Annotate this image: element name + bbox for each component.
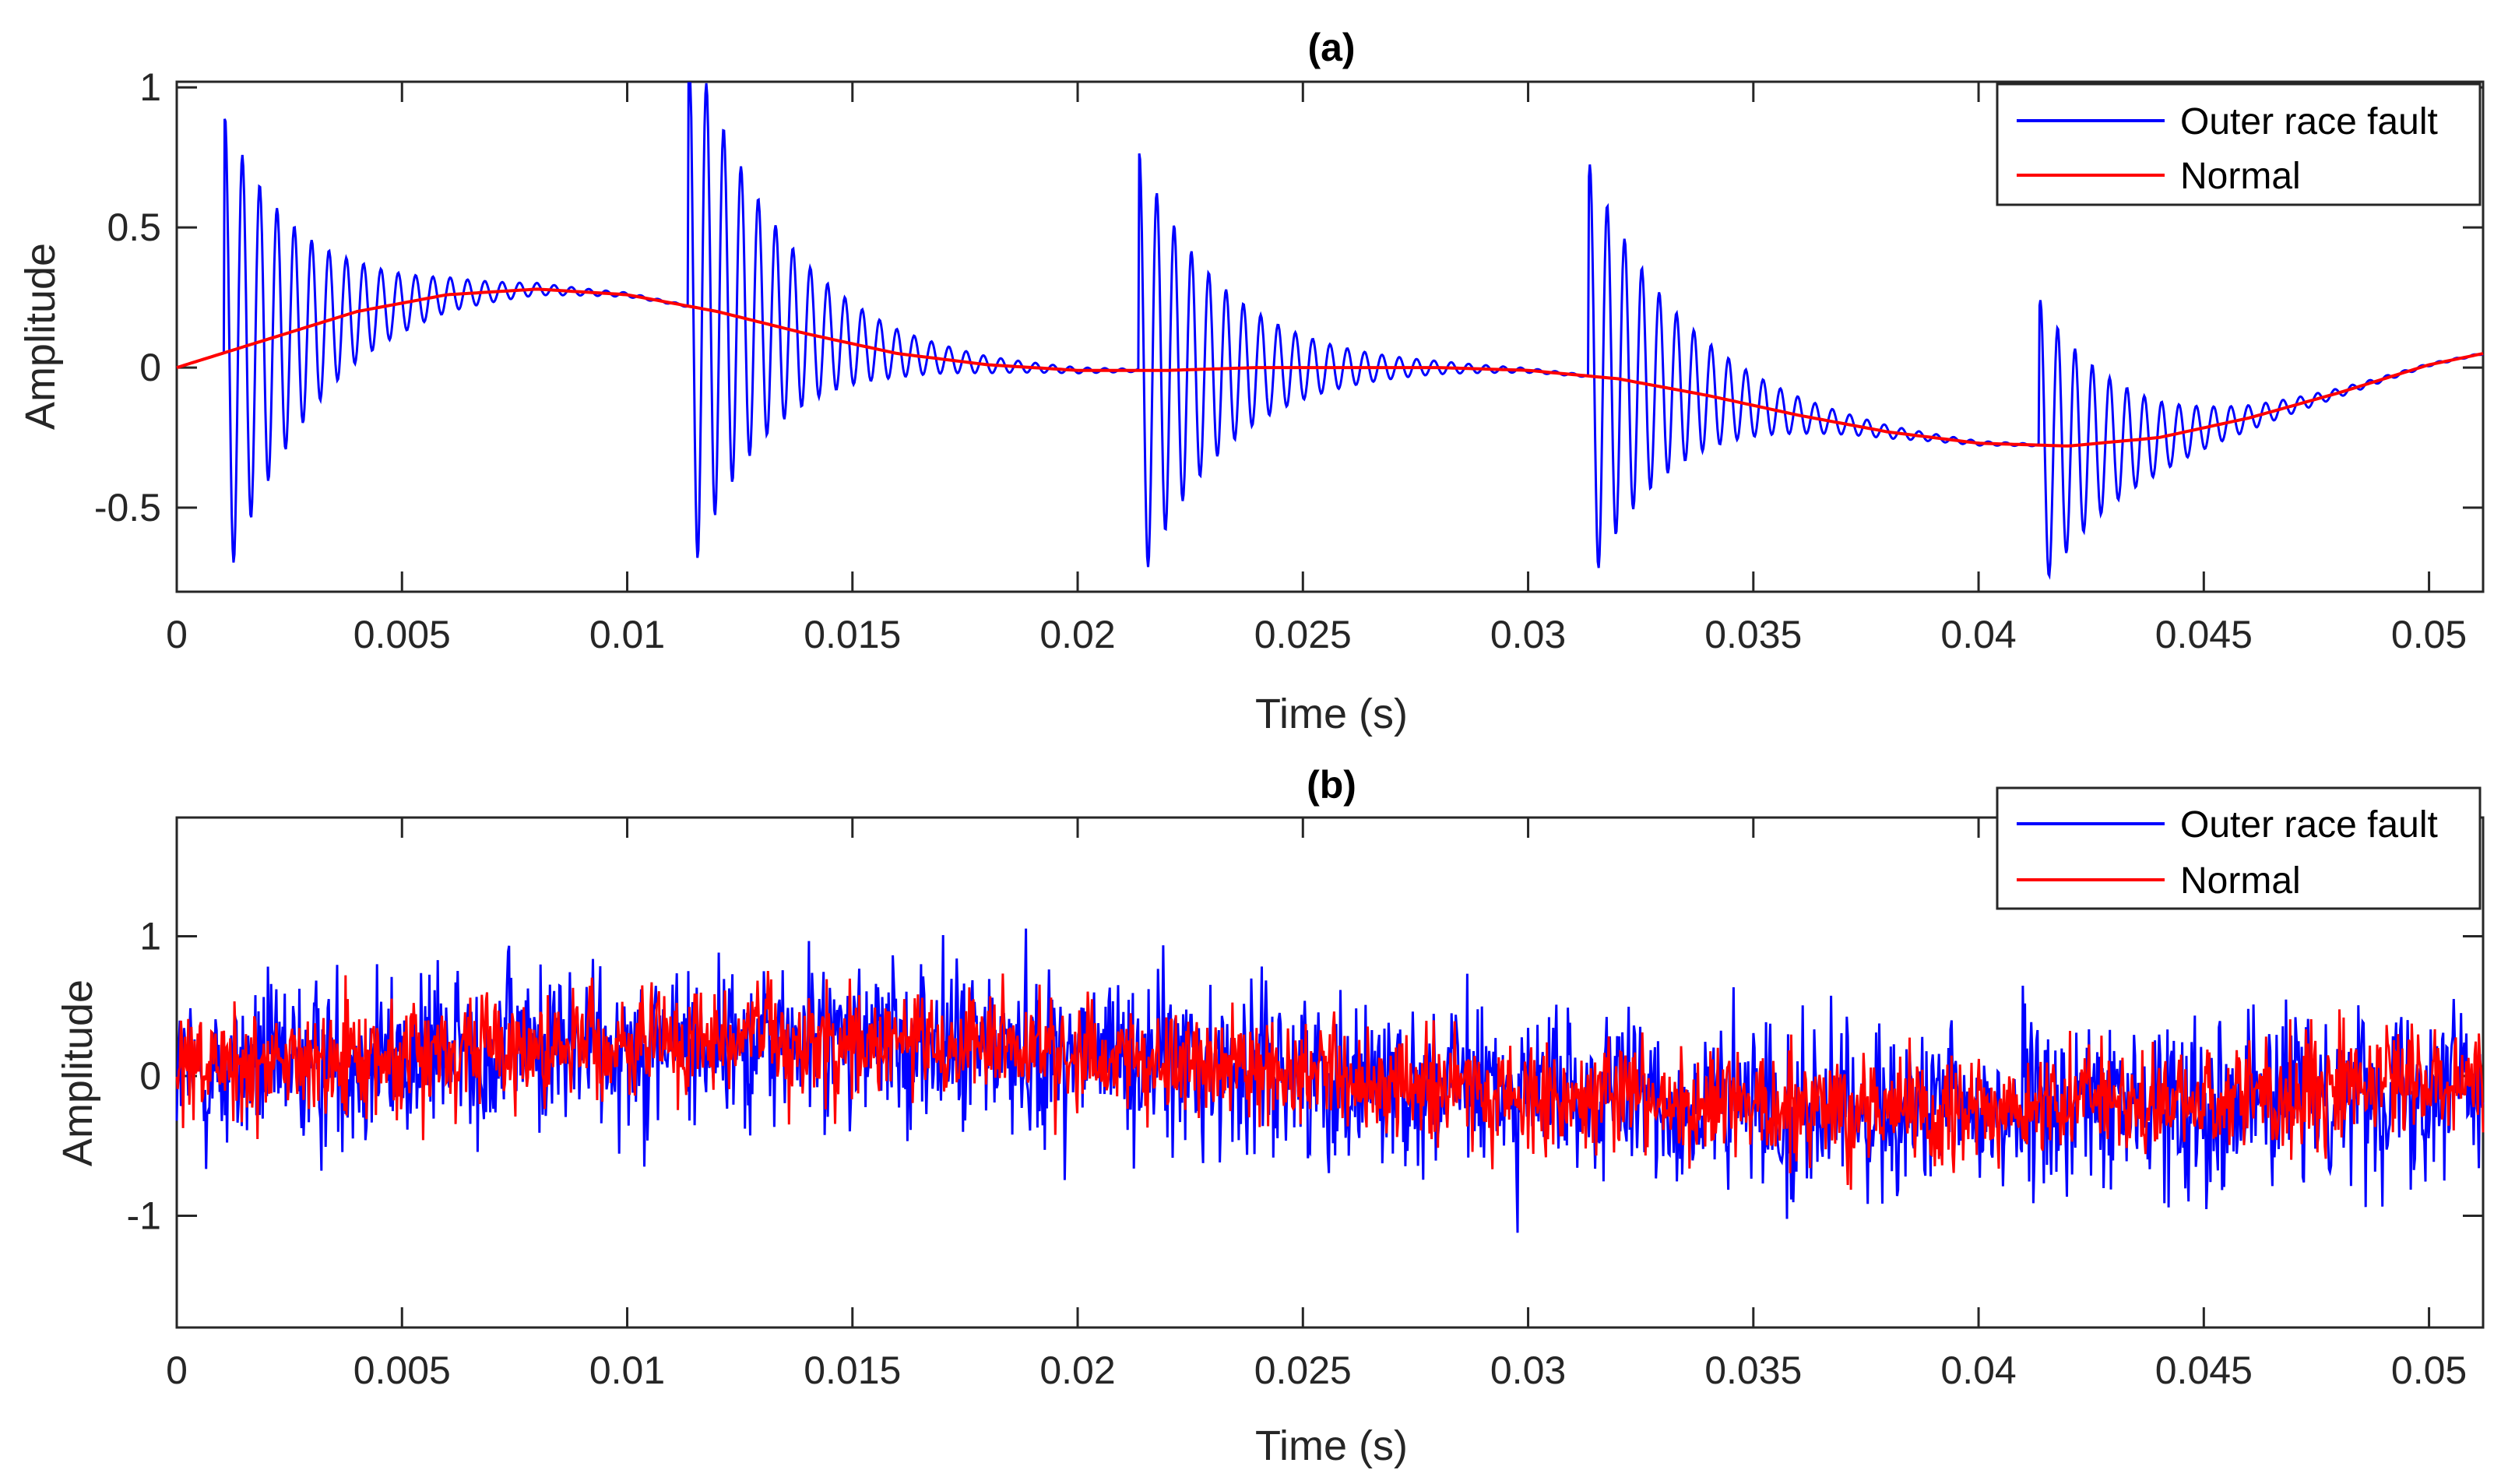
x-tick-label: 0.025 — [1254, 613, 1352, 656]
panel-a-legend: Outer race fault Normal — [1996, 83, 2482, 206]
x-tick-label: 0.035 — [1704, 1349, 1802, 1392]
y-tick-label: 1 — [139, 915, 161, 958]
panel-a-x-ticks: 0 0.005 0.01 0.015 0.02 0.025 0.03 0.035 0.04 0.0… — [166, 82, 2467, 656]
x-tick-label: 0.04 — [1940, 1349, 2016, 1392]
x-tick-label: 0.01 — [589, 613, 665, 656]
x-tick-label: 0.045 — [2155, 613, 2253, 656]
x-tick-label: 0.015 — [804, 613, 901, 656]
panel-b-legend-box — [1996, 786, 2482, 910]
panel-b-legend-label-fault: Outer race fault — [2180, 804, 2438, 846]
y-tick-label: 0 — [139, 346, 161, 389]
panel-a-legend-box — [1996, 83, 2482, 206]
x-tick-label: 0.01 — [589, 1349, 665, 1392]
x-tick-label: 0 — [166, 613, 188, 656]
x-tick-label: 0.045 — [2155, 1349, 2253, 1392]
panel-b-legend-label-normal: Normal — [2180, 860, 2301, 902]
x-tick-label: 0.015 — [804, 1349, 901, 1392]
y-tick-label: 0 — [139, 1054, 161, 1098]
panel-b-x-axis-label: Time (s) — [1255, 1422, 1408, 1469]
panel-b-legend: Outer race fault Normal — [1996, 786, 2482, 910]
panel-b-title: (b) — [1307, 763, 1356, 807]
x-tick-label: 0.05 — [2391, 1349, 2467, 1392]
x-tick-label: 0.02 — [1039, 613, 1115, 656]
panel-b-y-ticks: -1 0 1 — [127, 915, 2483, 1237]
x-tick-label: 0.005 — [354, 1349, 451, 1392]
panel-a-legend-label-fault: Outer race fault — [2180, 101, 2438, 142]
panel-b-x-ticks: 0 0.005 0.01 0.015 0.02 0.025 0.03 0.035 0.04 0.0… — [166, 818, 2467, 1392]
panel-a-y-ticks: -0.5 0 0.5 1 — [94, 65, 2483, 529]
x-tick-label: 0.03 — [1490, 613, 1566, 656]
panel-b-plot-area — [175, 928, 2485, 1233]
panel-b: (b) 0 0.005 0.01 0.015 0.02 0.025 0.03 0.035 0.0… — [55, 763, 2485, 1469]
x-tick-label: 0.03 — [1490, 1349, 1566, 1392]
panel-b-y-axis-label: Amplitude — [55, 979, 101, 1166]
panel-a-plot-area — [176, 82, 2484, 580]
x-tick-label: 0.02 — [1039, 1349, 1115, 1392]
series-line-normal — [176, 287, 2484, 448]
y-tick-label: 1 — [139, 65, 161, 109]
panel-a-title: (a) — [1307, 26, 1355, 69]
panel-a-y-axis-label: Amplitude — [17, 243, 64, 430]
panel-a-x-axis-label: Time (s) — [1255, 691, 1408, 737]
y-tick-label: 0.5 — [107, 206, 161, 249]
series-line-outer-race-fault — [176, 82, 2484, 580]
x-tick-label: 0 — [166, 1349, 188, 1392]
panel-a: (a) 0 0.005 0.01 0.015 0.02 0.025 0.03 0.035 0.0… — [17, 26, 2485, 737]
x-tick-label: 0.005 — [354, 613, 451, 656]
y-tick-label: -1 — [127, 1194, 161, 1237]
series-line-normal — [175, 971, 2485, 1190]
x-tick-label: 0.025 — [1254, 1349, 1352, 1392]
x-tick-label: 0.05 — [2391, 613, 2467, 656]
x-tick-label: 0.035 — [1704, 613, 1802, 656]
y-tick-label: -0.5 — [94, 486, 161, 529]
x-tick-label: 0.04 — [1940, 613, 2016, 656]
panel-a-legend-label-normal: Normal — [2180, 156, 2301, 197]
